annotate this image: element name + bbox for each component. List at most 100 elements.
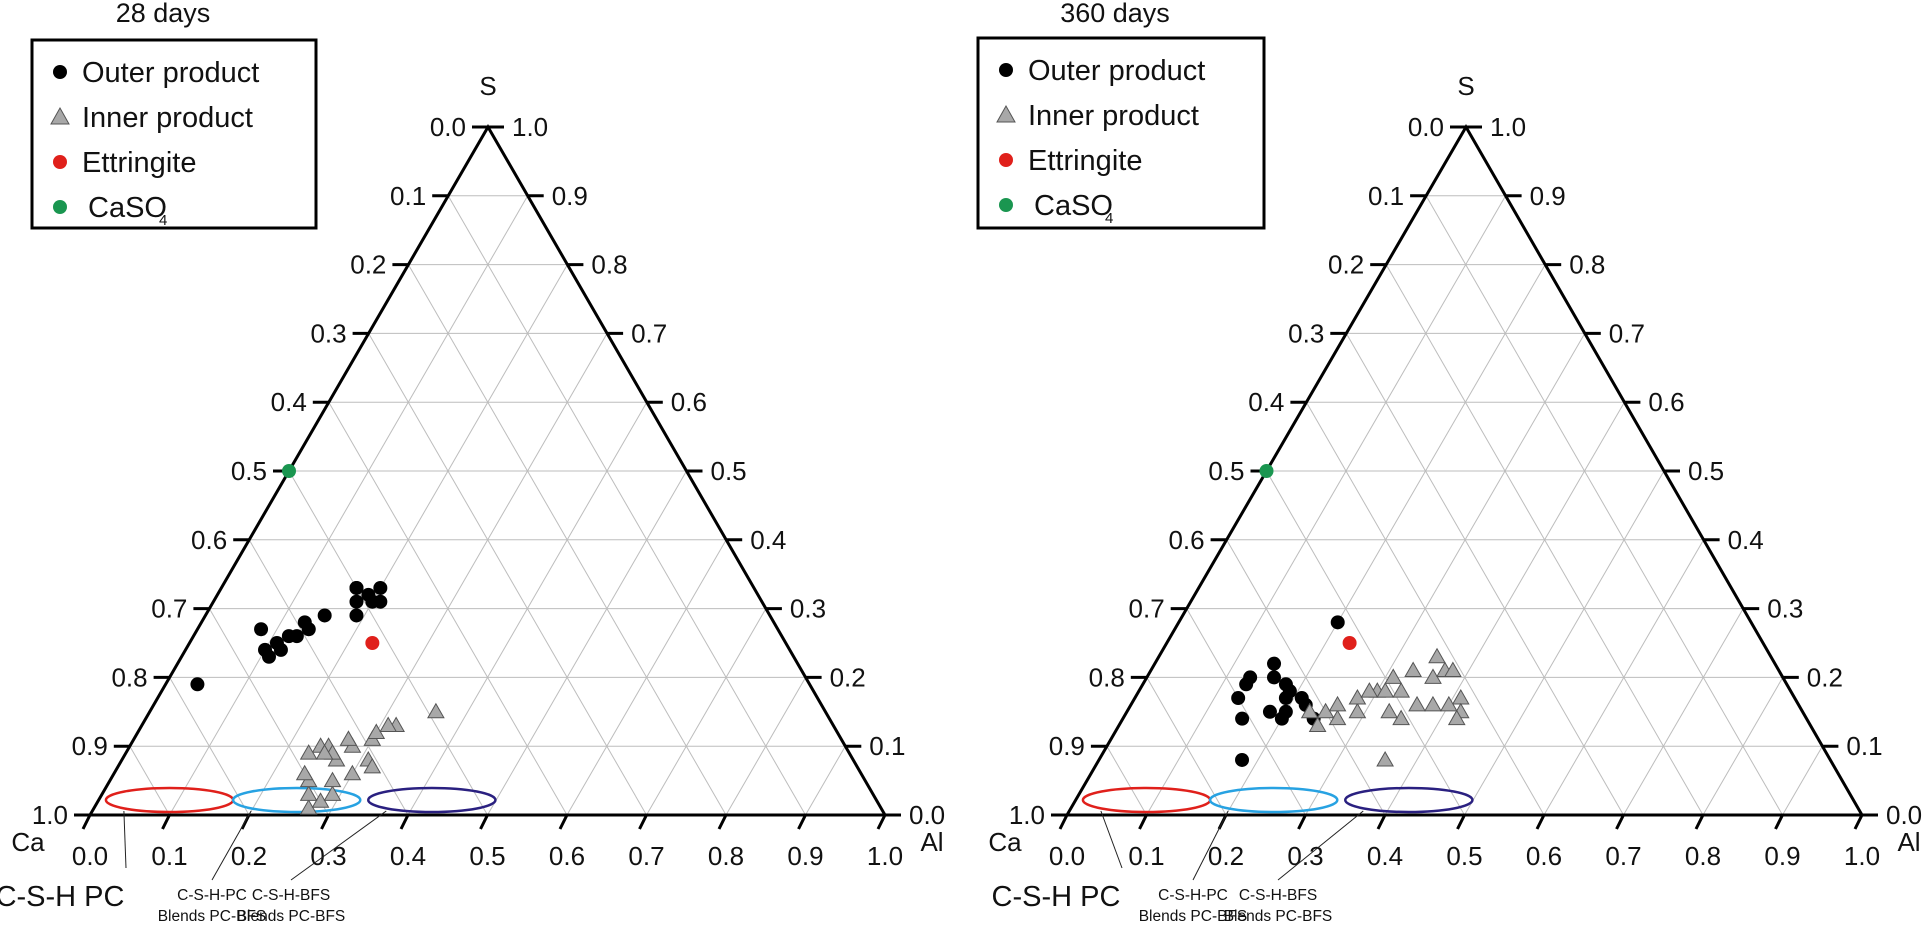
tick-label-bottom: 0.3 [1287,841,1323,871]
tick-label-left: 0.1 [1368,181,1404,211]
tick-mark-bottom [1376,814,1387,830]
tick-mark-bottom [1535,814,1546,830]
tick-mark-bottom [797,814,807,830]
data-point-circle [1231,691,1246,706]
tick-mark-bottom [638,814,648,830]
grid-line-ca [1106,745,1147,816]
grid-line-ca [447,195,806,816]
data-point-circle [1267,670,1281,685]
tick-label-right: 0.9 [552,181,588,211]
region-ellipse-0 [1081,786,1212,814]
data-point-circle [297,615,312,630]
tick-label-left: 1.0 [1009,800,1045,830]
region-label-2-1: Blends PC-BFS [237,908,346,925]
tick-label-left: 0.0 [1408,112,1444,142]
series-inner-product [1300,647,1470,767]
grid-line-ca [1146,677,1227,816]
data-point-circle [1239,677,1254,692]
data-point-triangle [1376,750,1394,767]
region-label-1-0: C-S-H-PC [1158,887,1228,904]
tick-label-right: 0.0 [1886,800,1922,830]
tick-label-left: 1.0 [32,800,68,830]
tick-mark-bottom [320,814,330,830]
series-outer-product [1231,615,1345,767]
region-label-0-0: C-S-H PC [0,881,124,913]
tick-label-right: 0.8 [591,250,627,280]
tick-label-bottom: 1.0 [867,841,903,871]
data-point-circle [373,580,388,595]
data-point-circle [1342,636,1357,650]
tick-label-left: 0.6 [1168,525,1204,555]
legend-label-3: CaSO [1034,190,1113,222]
tick-label-left: 0.2 [1328,250,1364,280]
region-ellipse-1 [231,786,362,814]
series-ettringite [1342,636,1357,650]
data-point-circle [1294,691,1309,706]
tick-label-bottom: 0.1 [151,841,187,871]
region-label-2-0: C-S-H-BFS [1239,887,1317,904]
grid-line-al [1702,677,1784,816]
grid-line-al [1464,470,1665,816]
tick-label-left: 0.3 [310,318,346,348]
region-ellipse-1 [1208,786,1339,814]
tick-label-bottom: 0.5 [1446,841,1482,871]
region-label-0-0: C-S-H PC [992,881,1121,913]
legend-box [976,36,1266,230]
data-point-circle [1262,704,1277,719]
data-point-triangle [1428,647,1446,664]
data-point-triangle [299,744,318,760]
legend-marker-circle [53,200,67,214]
grid-line-ca [1266,470,1465,816]
tick-label-left: 0.0 [430,112,466,142]
axis-ticks [74,125,901,830]
grid-line-al [646,608,767,816]
legend-label-1: Inner product [1028,100,1199,132]
chart-title: 360 days [1060,0,1170,28]
region-leader-line-2 [1277,810,1364,881]
data-point-triangle [1300,702,1319,719]
data-point-triangle [1392,682,1411,698]
region-ellipse-0 [104,786,235,814]
tick-label-bottom: 0.7 [628,841,664,871]
region-label-1-1: Blends PC-BFS [1139,908,1248,925]
corner-label-s: S [479,71,496,101]
tick-mark-bottom [161,814,171,830]
data-point-triangle [299,785,318,801]
tick-label-left: 0.7 [151,594,187,624]
tick-mark-bottom [1138,814,1148,830]
grid-line-ca [129,745,170,816]
tick-label-right: 0.6 [1648,387,1684,417]
tick-label-right: 0.3 [1767,594,1803,624]
data-point-triangle [1376,682,1395,698]
series-inner-product [295,702,445,815]
corner-label-ca: Ca [988,827,1022,857]
chart-title: 28 days [116,0,211,28]
tick-label-right: 0.3 [790,594,826,624]
series-outer-product [190,580,388,692]
data-point-triangle [1447,709,1466,726]
legend-label-2: Ettringite [1028,145,1142,177]
data-point-circle [1235,752,1250,767]
data-point-circle [349,580,364,595]
tick-label-bottom: 0.4 [390,841,426,871]
grid-line-ca [1186,608,1306,816]
data-point-triangle [1348,702,1367,719]
tick-label-bottom: 0.0 [72,841,108,871]
tick-label-bottom: 0.6 [549,841,585,871]
grid-line-al [487,470,687,816]
data-point-triangle [1360,682,1379,698]
legend-marker-circle [53,65,67,79]
data-point-circle [282,464,296,478]
tick-label-bottom: 0.4 [1367,841,1403,871]
legend-label-2: Ettringite [82,147,196,179]
region-leader-line-0 [1100,810,1123,869]
region-leader-line-1 [1192,810,1229,881]
data-point-triangle [1424,695,1442,712]
data-point-triangle [1384,668,1403,684]
tick-label-bottom: 0.1 [1128,841,1164,871]
grid-line-ca [169,677,250,816]
tick-label-right: 0.1 [869,731,905,761]
legend-marker-circle [999,153,1013,167]
data-point-triangle [1408,695,1426,712]
